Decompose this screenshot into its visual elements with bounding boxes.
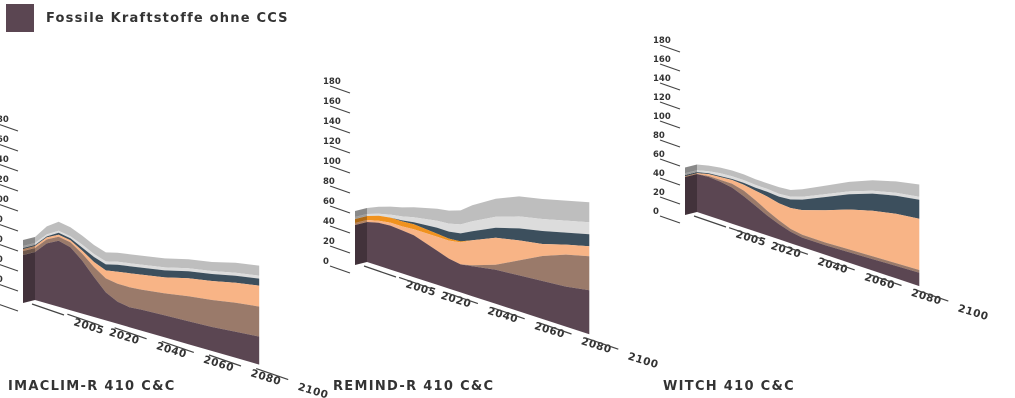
y-tick-label: 80	[323, 177, 335, 187]
x-tick-label: 2100	[626, 351, 659, 372]
y-tick-mark	[0, 124, 18, 131]
x-tick-label: 2100	[956, 302, 989, 323]
y-tick-mark	[330, 86, 350, 93]
y-tick-label: 120	[0, 175, 9, 185]
y-tick-label: 80	[653, 131, 665, 141]
y-tick-label: 40	[323, 217, 335, 227]
chart-title-imaclim: IMACLIM-R 410 C&C	[8, 379, 176, 394]
y-tick-label: 60	[0, 235, 3, 245]
y-tick-mark	[330, 266, 350, 273]
y-tick-mark	[660, 83, 680, 90]
y-tick-mark	[660, 178, 680, 185]
y-tick-label: 160	[0, 135, 9, 145]
y-tick-mark	[660, 64, 680, 71]
y-tick-label: 160	[653, 55, 671, 65]
front-face-0	[685, 174, 697, 215]
y-tick-label: 60	[653, 150, 665, 160]
y-tick-mark	[0, 204, 18, 211]
y-tick-label: 80	[0, 215, 3, 225]
y-tick-label: 120	[653, 93, 671, 103]
y-tick-mark	[0, 304, 18, 311]
area-chart-0: 0204060801001201401601802005202020402060…	[0, 115, 330, 398]
x-tick-label: 2005	[72, 316, 105, 337]
x-tick-label: 2060	[202, 354, 235, 375]
y-tick-label: 120	[323, 137, 341, 147]
y-tick-mark	[0, 244, 18, 251]
y-tick-label: 60	[323, 197, 335, 207]
y-tick-label: 20	[0, 275, 3, 285]
y-tick-mark	[660, 45, 680, 52]
y-tick-label: 0	[653, 207, 659, 217]
y-tick-label: 20	[323, 237, 335, 247]
chart-title-remind: REMIND-R 410 C&C	[333, 379, 494, 394]
y-tick-mark	[0, 184, 18, 191]
y-tick-label: 180	[0, 115, 9, 125]
y-tick-label: 100	[653, 112, 671, 122]
y-tick-mark	[660, 121, 680, 128]
y-tick-mark	[330, 106, 350, 113]
y-tick-mark	[330, 246, 350, 253]
y-tick-mark	[0, 284, 18, 291]
y-tick-label: 40	[653, 169, 665, 179]
y-tick-mark	[0, 264, 18, 271]
y-tick-label: 180	[323, 77, 341, 87]
y-tick-label: 0	[323, 257, 329, 267]
y-tick-label: 20	[653, 188, 665, 198]
y-tick-mark	[330, 166, 350, 173]
y-tick-mark	[0, 164, 18, 171]
y-tick-mark	[660, 102, 680, 109]
y-tick-mark	[0, 144, 18, 151]
y-tick-mark	[330, 226, 350, 233]
y-tick-mark	[330, 206, 350, 213]
front-face-0	[23, 252, 35, 303]
y-tick-mark	[330, 126, 350, 133]
x-tick-label: 2020	[108, 327, 141, 348]
y-tick-label: 160	[323, 97, 341, 107]
y-tick-mark	[660, 159, 680, 166]
area-chart-1: 0204060801001201401601802005202020402060…	[323, 77, 660, 371]
y-tick-label: 180	[653, 36, 671, 46]
area-chart-2: 0204060801001201401601802005202020402060…	[653, 36, 990, 323]
y-tick-label: 140	[323, 117, 341, 127]
x-tick-label: 2040	[155, 340, 188, 361]
chart-title-witch: WITCH 410 C&C	[663, 379, 795, 394]
y-tick-mark	[330, 146, 350, 153]
y-tick-label: 140	[0, 155, 9, 165]
y-tick-mark	[660, 197, 680, 204]
y-tick-mark	[660, 140, 680, 147]
x-tick-label: 2080	[249, 367, 282, 388]
y-tick-mark	[0, 224, 18, 231]
y-tick-label: 100	[323, 157, 341, 167]
y-tick-mark	[660, 216, 680, 223]
y-tick-label: 40	[0, 255, 3, 265]
front-face-0	[355, 222, 367, 265]
x-tick-label: 2100	[296, 381, 329, 398]
y-tick-mark	[330, 186, 350, 193]
y-tick-label: 100	[0, 195, 9, 205]
y-tick-label: 140	[653, 74, 671, 84]
